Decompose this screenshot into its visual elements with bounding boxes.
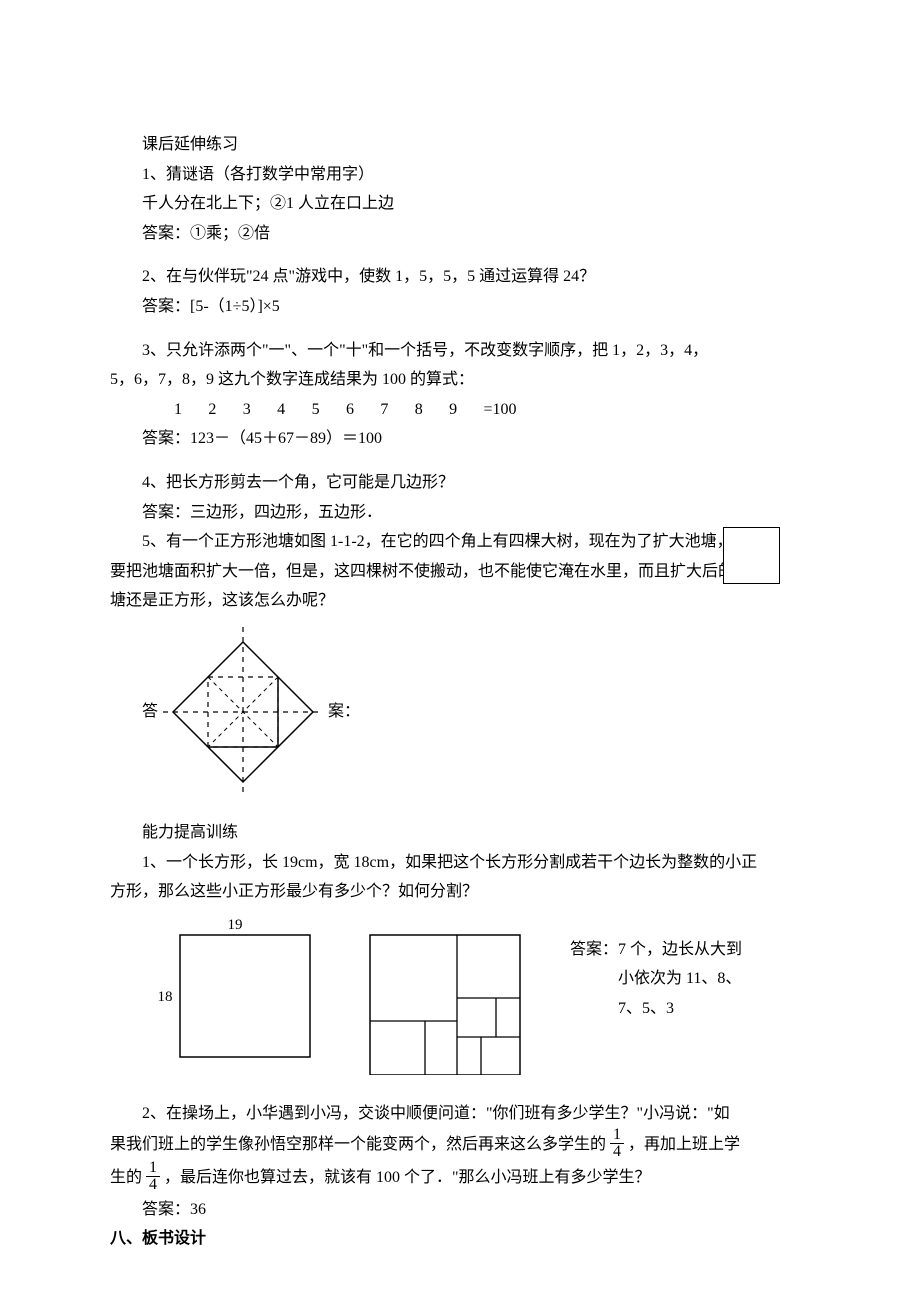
p2-line2: 果我们班上的学生像孙悟空那样一个能变两个，然后再来这么多学生的 1 4 ，再加上…: [110, 1129, 810, 1162]
q5-line2: 要把池塘面积扩大一倍，但是，这四棵树不使搬动，也不能使它淹在水里，而且扩大后的池: [110, 557, 810, 587]
q3-d4: 4: [245, 395, 275, 425]
p1-ans1: 答案：7 个，边长从大到: [570, 935, 770, 965]
p1-left-rect: 19 18: [150, 915, 320, 1086]
p1-figure-row: 19 18 答案：7 个，边长从大到 小依次: [110, 915, 810, 1086]
q1-line1: 1、猜谜语（各打数学中常用字）: [110, 160, 810, 190]
p1-answer-block: 答案：7 个，边长从大到 小依次为 11、8、 7、5、3: [570, 915, 770, 1024]
q5-block: 5、有一个正方形池塘如图 1-1-2，在它的四个角上有四棵大树，现在为了扩大池塘…: [110, 527, 810, 616]
q1-line2: 千人分在北上下；②1 人立在口上边: [110, 189, 810, 219]
p2-line3: 生的 1 4 ，最后连你也算过去，就该有 100 个了．"那么小冯班上有多少学生…: [110, 1162, 810, 1195]
q5-line3: 塘还是正方形，这该怎么办呢？: [110, 586, 810, 616]
q2-answer: 答案：[5-（1÷5）]×5: [110, 292, 810, 322]
q5-answer-row: 答 案：: [110, 622, 810, 802]
q4-line1: 4、把长方形剪去一个角，它可能是几边形？: [110, 468, 810, 498]
page-root: 课后延伸练习 1、猜谜语（各打数学中常用字） 千人分在北上下；②1 人立在口上边…: [0, 0, 920, 1314]
p2-frac2: 1 4: [146, 1160, 160, 1193]
q3-d5: 5: [280, 395, 310, 425]
q3-d1: 1: [142, 395, 172, 425]
q5-ans-left: 答: [110, 697, 158, 727]
q3-digits: 1 2 3 4 5 6 7 8 9 =100: [110, 395, 810, 425]
p2-frac2-den: 4: [146, 1177, 160, 1193]
p1-dim-h-label: 18: [158, 989, 173, 1005]
q4-answer: 答案：三边形，四边形，五边形．: [110, 498, 810, 528]
p1-line1: 1、一个长方形，长 19cm，宽 18cm，如果把这个长方形分割成若干个边长为整…: [110, 848, 810, 878]
p2-l3a: 生的: [110, 1169, 142, 1186]
q3-line1: 3、只允许添两个"一"、一个"十"和一个括号，不改变数字顺序，把 1，2，3，4…: [110, 336, 810, 366]
p1-line2: 方形，那么这些小正方形最少有多少个？如何分割？: [110, 877, 810, 907]
p1-ans3: 7、5、3: [570, 994, 770, 1024]
diamond-diagram: [158, 622, 328, 802]
q3-d6: 6: [314, 395, 344, 425]
q5-small-square-icon: [723, 527, 780, 584]
q3-d3: 3: [211, 395, 241, 425]
q3-d7: 7: [348, 395, 378, 425]
q3-eq: =100: [452, 395, 517, 425]
q5-ans-right: 案：: [328, 697, 360, 727]
p2-frac1: 1 4: [610, 1127, 624, 1160]
p2-frac1-den: 4: [610, 1144, 624, 1160]
ability-title: 能力提高训练: [110, 818, 810, 848]
footer-heading: 八、板书设计: [110, 1224, 810, 1254]
q1-answer: 答案：①乘；②倍: [110, 219, 810, 249]
p2-line1: 2、在操场上，小华遇到小冯，交谈中顺便问道："你们班有多少学生？"小冯说："如: [110, 1099, 810, 1129]
p1-right-rect: [360, 915, 530, 1086]
p2-answer: 答案：36: [110, 1195, 810, 1225]
p1-ans2: 小依次为 11、8、: [570, 964, 770, 994]
q5-line1: 5、有一个正方形池塘如图 1-1-2，在它的四个角上有四棵大树，现在为了扩大池塘…: [110, 527, 810, 557]
p2-l2a: 果我们班上的学生像孙悟空那样一个能变两个，然后再来这么多学生的: [110, 1136, 606, 1153]
q3-answer: 答案：123－（45＋67－89）＝100: [110, 424, 810, 454]
p2-frac1-num: 1: [610, 1127, 624, 1144]
q3-d2: 2: [176, 395, 206, 425]
p1-dim-w-label: 19: [228, 917, 243, 933]
p2-frac2-num: 1: [146, 1160, 160, 1177]
q3-line2: 5，6，7，8，9 这九个数字连成结果为 100 的算式：: [110, 365, 810, 395]
q3-d8: 8: [383, 395, 413, 425]
p2-l2b: ，再加上班上学: [628, 1136, 740, 1153]
q2-line1: 2、在与伙伴玩"24 点"游戏中，使数 1，5，5，5 通过运算得 24？: [110, 262, 810, 292]
p2-l3b: ，最后连你也算过去，就该有 100 个了．"那么小冯班上有多少学生？: [164, 1169, 651, 1186]
q3-d9: 9: [417, 395, 447, 425]
ext-title: 课后延伸练习: [110, 130, 810, 160]
